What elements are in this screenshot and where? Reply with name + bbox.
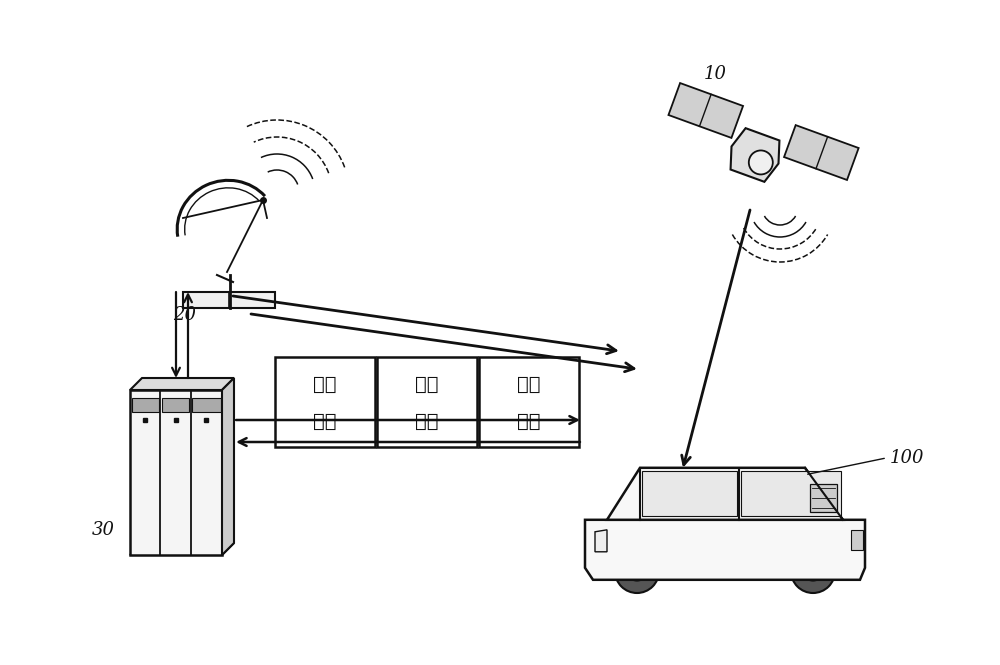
Circle shape [803,561,823,581]
Polygon shape [595,530,607,552]
Polygon shape [479,357,579,447]
Text: 道路: 道路 [415,374,439,394]
Polygon shape [741,471,841,516]
Polygon shape [585,520,865,580]
Polygon shape [377,357,477,447]
Circle shape [615,549,659,593]
Polygon shape [130,378,234,390]
Polygon shape [222,378,234,555]
Text: 20: 20 [173,306,196,324]
Text: 功能: 功能 [313,412,337,432]
Text: 引导: 引导 [415,412,439,432]
Polygon shape [130,390,222,555]
Polygon shape [183,292,275,308]
Polygon shape [784,125,859,180]
Polygon shape [192,398,221,412]
Polygon shape [607,467,843,520]
Text: 10: 10 [704,65,726,83]
Polygon shape [642,471,737,516]
Polygon shape [810,484,837,512]
Circle shape [627,561,647,581]
Polygon shape [162,398,189,412]
Text: 30: 30 [92,521,115,539]
Text: 100: 100 [890,449,924,467]
Polygon shape [731,128,779,182]
Polygon shape [851,530,863,550]
Circle shape [791,549,835,593]
Text: 信息: 信息 [517,412,541,432]
Polygon shape [132,398,159,412]
Polygon shape [130,543,234,555]
Text: 呼叫: 呼叫 [313,374,337,394]
Text: 交通: 交通 [517,374,541,394]
Circle shape [749,150,773,174]
Polygon shape [668,83,743,138]
Polygon shape [275,357,375,447]
